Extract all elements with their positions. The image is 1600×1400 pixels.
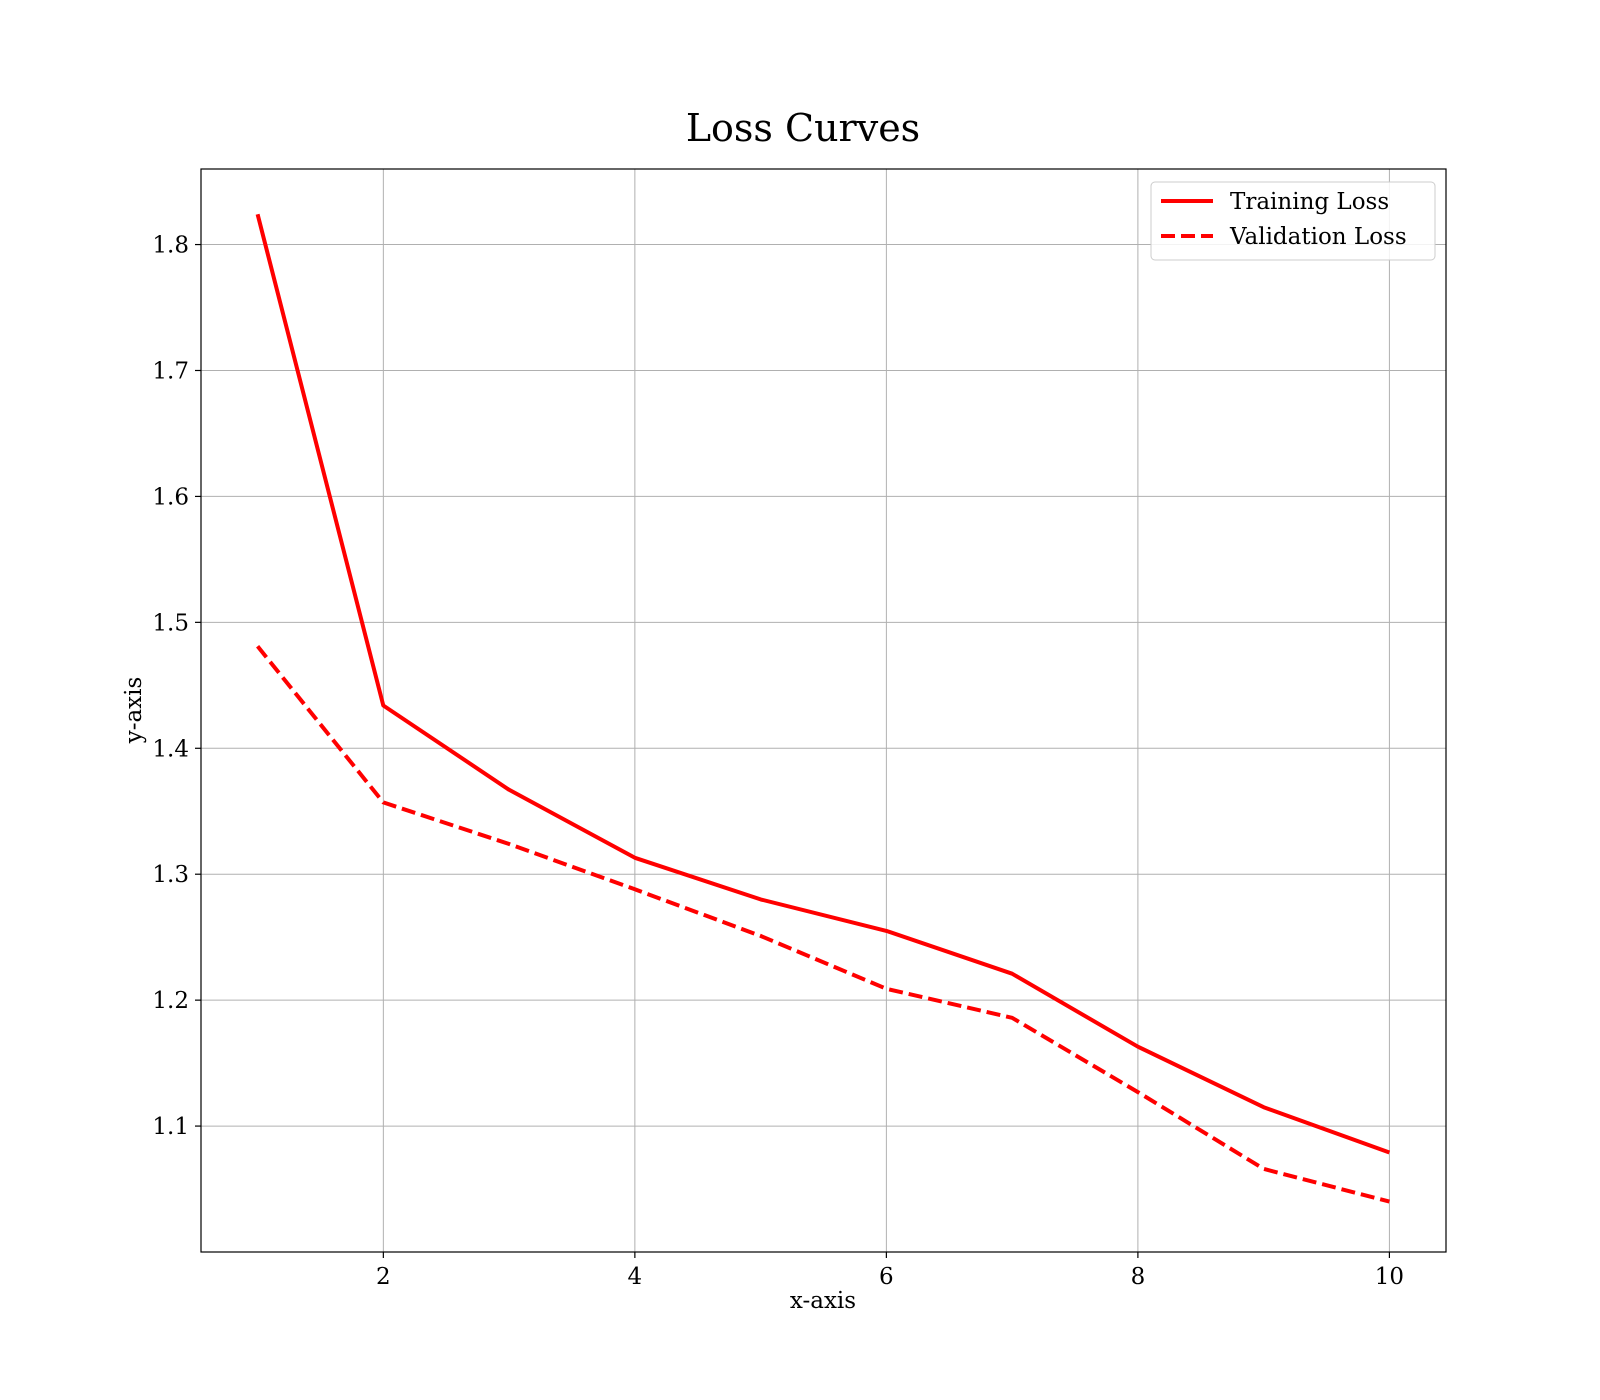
- series-line-training-loss: [255, 213, 1391, 1155]
- y-tick-label: 1.7: [152, 358, 189, 384]
- y-tick-label: 1.3: [152, 862, 189, 888]
- x-tick-label: 6: [879, 1264, 894, 1290]
- chart-title: Loss Curves: [686, 106, 920, 150]
- x-tick-label: 10: [1375, 1264, 1404, 1290]
- y-tick-label: 1.2: [152, 988, 189, 1014]
- x-axis-label: x-axis: [790, 1288, 856, 1314]
- y-tick-label: 1.5: [152, 610, 189, 636]
- legend: Training Loss Validation Loss: [1150, 181, 1436, 261]
- grid: [201, 169, 1446, 1252]
- y-tick-label: 1.4: [152, 736, 189, 762]
- y-axis-label: y-axis: [121, 677, 147, 745]
- series-lines: [255, 213, 1391, 1204]
- x-tick-label: 2: [376, 1264, 391, 1290]
- plot-frame: [200, 168, 1447, 1253]
- legend-box: [1150, 181, 1436, 261]
- y-axis-ticks: 1.1 1.2 1.3 1.4 1.5 1.6 1.7 1.8: [152, 233, 201, 1140]
- y-tick-label: 1.1: [152, 1114, 189, 1140]
- x-tick-label: 8: [1131, 1264, 1146, 1290]
- x-axis-ticks: 2 4 6 8 10: [376, 1252, 1404, 1290]
- x-tick-label: 4: [628, 1264, 643, 1290]
- y-tick-label: 1.8: [152, 233, 189, 259]
- legend-label-validation-loss: Validation Loss: [1229, 224, 1407, 250]
- legend-label-training-loss: Training Loss: [1230, 189, 1389, 215]
- series-line-validation-loss: [256, 645, 1390, 1204]
- y-tick-label: 1.6: [152, 484, 189, 510]
